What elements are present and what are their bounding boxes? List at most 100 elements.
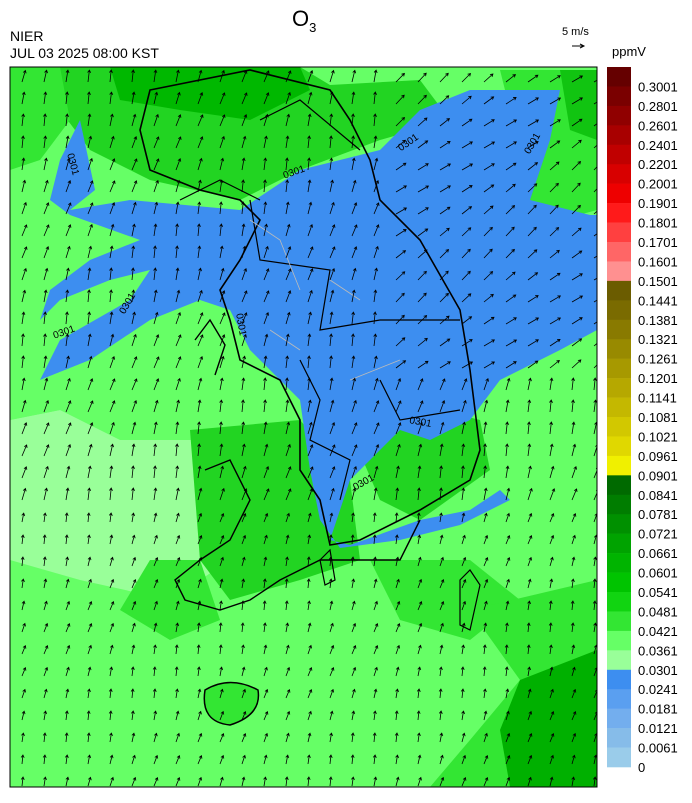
colorbar-swatch [607, 105, 631, 126]
wind-arrow [395, 556, 400, 567]
wind-arrow [328, 754, 333, 765]
wind-arrow [571, 182, 581, 193]
wind-arrow [328, 534, 333, 545]
wind-arrow [241, 732, 247, 743]
wind-arrow [43, 377, 49, 391]
wind-arrow [351, 688, 356, 699]
wind-arrow [175, 776, 181, 787]
colorbar-label: 0.1441 [638, 293, 678, 308]
colorbar-label: 0.0241 [638, 682, 678, 697]
wind-arrow [219, 578, 224, 589]
wind-arrow [219, 290, 226, 303]
colorbar-swatch [607, 611, 631, 632]
wind-arrow [131, 600, 137, 611]
wind-arrow [131, 356, 138, 369]
colorbar-swatch [607, 261, 631, 282]
wind-arrow [153, 69, 158, 83]
wind-arrow [87, 465, 92, 479]
wind-arrow [65, 69, 70, 83]
wind-arrow [439, 732, 444, 743]
wind-arrow [285, 534, 290, 545]
wind-arrow [218, 644, 223, 655]
wind-arrow [373, 333, 378, 347]
wind-arrow [395, 754, 399, 765]
wind-arrow [527, 710, 533, 721]
wind-arrow [373, 91, 377, 105]
wind-arrow [593, 166, 597, 171]
colorbar-swatch [607, 358, 631, 379]
wind-arrow [219, 223, 224, 237]
wind-arrow [86, 512, 91, 523]
wind-arrow [461, 556, 467, 567]
wind-arrow [87, 245, 93, 259]
wind-arrow [549, 710, 555, 721]
wind-arrow [131, 622, 136, 633]
wind-arrow [505, 600, 510, 611]
wind-arrow [87, 333, 92, 347]
wind-arrow [175, 754, 181, 765]
wind-arrow [350, 556, 355, 567]
wind-arrow [109, 69, 113, 83]
wind-arrow [461, 487, 466, 501]
wind-arrow [131, 556, 137, 567]
wind-arrow [65, 556, 69, 567]
wind-arrow [21, 267, 27, 281]
wind-arrow [351, 465, 357, 479]
wind-arrow [197, 157, 203, 171]
wind-arrow [571, 399, 575, 413]
wind-arrow [329, 399, 335, 413]
colorbar-label: 0.0121 [638, 721, 678, 736]
wind-arrow [395, 443, 401, 457]
wind-arrow [306, 556, 311, 567]
wind-arrow [109, 487, 113, 501]
wind-arrow [351, 246, 358, 259]
wind-arrow [505, 578, 510, 589]
wind-arrow [505, 183, 516, 193]
wind-arrow [373, 245, 379, 259]
wind-arrow [527, 465, 532, 479]
wind-arrow [241, 776, 246, 787]
wind-arrow [329, 333, 333, 347]
wind-arrow [439, 163, 452, 171]
colorbar-swatch [607, 397, 631, 418]
wind-arrow [153, 776, 159, 787]
wind-arrow [439, 248, 450, 259]
wind-arrow [153, 113, 159, 127]
wind-arrow [372, 512, 377, 523]
wind-arrow [241, 421, 246, 435]
wind-arrow [394, 732, 399, 743]
wind-arrow [571, 710, 577, 721]
wind-arrow [307, 311, 312, 325]
wind-arrow [527, 600, 531, 611]
wind-arrow [417, 270, 427, 281]
wind-arrow [417, 578, 423, 589]
wind-arrow [175, 421, 180, 435]
wind-arrow [263, 333, 269, 347]
wind-arrow [153, 267, 158, 281]
wind-arrow [241, 710, 247, 721]
wind-arrow [153, 356, 160, 369]
wind-arrow [87, 400, 94, 413]
wind-arrow [197, 776, 203, 787]
wind-arrow [395, 292, 405, 303]
colorbar-swatch [607, 669, 631, 690]
colorbar-label: 0.1141 [638, 391, 677, 406]
wind-arrow [505, 421, 509, 435]
wind-arrow [263, 666, 268, 677]
wind-arrow [175, 487, 180, 501]
wind-arrow [87, 443, 93, 457]
wind-arrow [505, 688, 510, 699]
wind-arrow [153, 534, 158, 545]
wind-arrow [21, 201, 27, 215]
wind-arrow [417, 465, 422, 479]
wind-arrow [417, 94, 427, 105]
wind-arrow [307, 688, 313, 699]
wind-arrow [351, 644, 357, 655]
wind-arrow [175, 334, 182, 347]
wind-arrow [65, 135, 70, 149]
wind-arrow [372, 754, 377, 765]
wind-arrow [549, 249, 560, 259]
wind-arrow [527, 377, 532, 391]
wind-arrow [527, 119, 540, 127]
wind-arrow [329, 246, 336, 259]
